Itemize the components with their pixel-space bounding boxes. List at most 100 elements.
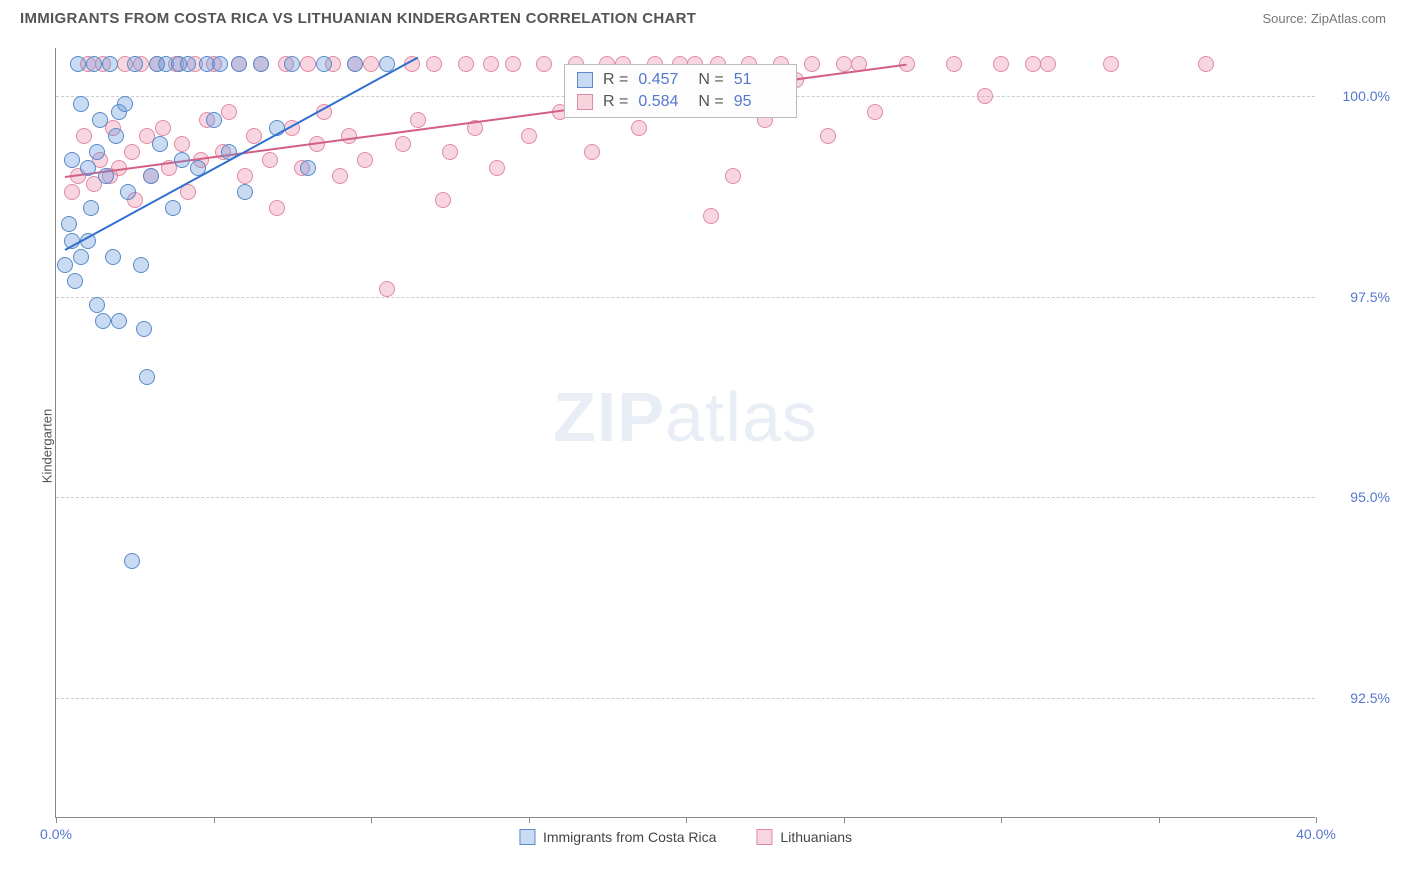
legend-swatch [519,829,535,845]
costa-rica-point [284,56,300,72]
costa-rica-point [105,249,121,265]
costa-rica-point [89,297,105,313]
legend-item-lithuanians: Lithuanians [756,829,852,845]
plot-region: ZIPatlas 100.0%97.5%95.0%92.5%0.0%40.0%R… [55,48,1315,818]
gridline [56,698,1315,699]
y-tick-label: 100.0% [1320,88,1390,104]
costa-rica-point [61,216,77,232]
costa-rica-point [92,112,108,128]
costa-rica-point [111,313,127,329]
y-axis-label: Kindergarten [40,409,55,483]
r-value: 0.584 [638,93,688,111]
legend-label: Lithuanians [780,829,852,845]
costa-rica-point [67,273,83,289]
costa-rica-point [124,553,140,569]
x-tick-label: 0.0% [40,826,72,842]
lithuanians-point [483,56,499,72]
x-tick [686,817,687,823]
lithuanians-point [536,56,552,72]
lithuanians-point [363,56,379,72]
stats-row: R =0.457N =51 [565,69,796,91]
costa-rica-point [316,56,332,72]
lithuanians-point [1025,56,1041,72]
costa-rica-point [57,257,73,273]
costa-rica-point [133,257,149,273]
gridline [56,497,1315,498]
costa-rica-point [70,56,86,72]
lithuanians-point [426,56,442,72]
stats-box: R =0.457N =51R = 0.584 N = 95 [564,64,797,118]
stats-row: R =0.584N =95 [565,91,796,113]
lithuanians-point [1103,56,1119,72]
lithuanians-point [379,281,395,297]
lithuanians-point [269,200,285,216]
lithuanians-point [442,144,458,160]
lithuanians-point [820,128,836,144]
x-tick [371,817,372,823]
lithuanians-point [521,128,537,144]
lithuanians-point [804,56,820,72]
legend-swatch [577,72,593,88]
costa-rica-point [86,56,102,72]
legend-swatch [577,94,593,110]
costa-rica-point [102,56,118,72]
costa-rica-point [95,313,111,329]
costa-rica-point [174,152,190,168]
costa-rica-point [80,160,96,176]
costa-rica-point [136,321,152,337]
lithuanians-point [977,88,993,104]
costa-rica-point [253,56,269,72]
lithuanians-point [410,112,426,128]
costa-rica-point [98,168,114,184]
lithuanians-point [332,168,348,184]
chart-source: Source: ZipAtlas.com [1262,11,1386,26]
costa-rica-point [127,56,143,72]
costa-rica-point [89,144,105,160]
costa-rica-point [165,200,181,216]
lithuanians-point [64,184,80,200]
y-tick-label: 95.0% [1320,489,1390,505]
y-tick-label: 92.5% [1320,690,1390,706]
n-value: 95 [734,93,784,111]
costa-rica-point [117,96,133,112]
lithuanians-point [174,136,190,152]
lithuanians-point [1198,56,1214,72]
costa-rica-point [300,160,316,176]
x-tick-label: 40.0% [1296,826,1336,842]
legend-item-costa-rica: Immigrants from Costa Rica [519,829,716,845]
n-label: N = [698,93,723,111]
x-tick [1159,817,1160,823]
costa-rica-point [206,112,222,128]
lithuanians-point [505,56,521,72]
costa-rica-point [108,128,124,144]
lithuanians-point [489,160,505,176]
lithuanians-point [993,56,1009,72]
lithuanians-point [836,56,852,72]
lithuanians-point [631,120,647,136]
costa-rica-point [231,56,247,72]
lithuanians-point [435,192,451,208]
costa-rica-point [73,249,89,265]
costa-rica-point [73,96,89,112]
lithuanians-point [946,56,962,72]
lithuanians-point [1040,56,1056,72]
y-tick-label: 97.5% [1320,289,1390,305]
legend-label: Immigrants from Costa Rica [543,829,716,845]
lithuanians-point [357,152,373,168]
gridline [56,297,1315,298]
costa-rica-point [180,56,196,72]
lithuanians-point [867,104,883,120]
lithuanians-point [155,120,171,136]
lithuanians-point [237,168,253,184]
lithuanians-point [395,136,411,152]
costa-rica-point [64,152,80,168]
lithuanians-point [76,128,92,144]
lithuanians-point [703,208,719,224]
chart-area: ZIPatlas 100.0%97.5%95.0%92.5%0.0%40.0%R… [55,48,1315,818]
costa-rica-point [237,184,253,200]
x-tick [214,817,215,823]
r-label: R = [603,71,628,89]
costa-rica-point [347,56,363,72]
x-tick [56,817,57,823]
watermark: ZIPatlas [553,377,818,457]
